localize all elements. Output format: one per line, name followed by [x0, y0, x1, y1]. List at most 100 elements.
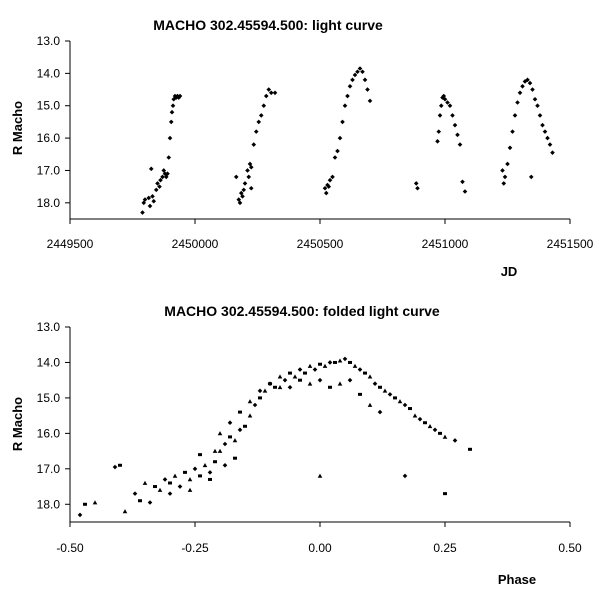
- x-tick-label: 0.00: [308, 541, 332, 555]
- data-point: [77, 512, 83, 518]
- data-point: [432, 427, 438, 433]
- data-point: [208, 477, 212, 481]
- x-tick-label: 2451000: [422, 237, 469, 251]
- y-tick-label: 18.0: [37, 196, 61, 210]
- data-point: [257, 388, 263, 394]
- data-point: [122, 509, 128, 514]
- data-point: [198, 474, 202, 478]
- data-point: [256, 119, 262, 125]
- data-point: [333, 360, 337, 364]
- data-point: [505, 161, 510, 167]
- data-point: [326, 184, 332, 189]
- data-point: [438, 103, 444, 109]
- data-point: [240, 194, 245, 199]
- data-point: [545, 135, 550, 141]
- data-point: [452, 122, 458, 128]
- y-axis-label: R Macho: [10, 397, 25, 451]
- data-point: [500, 168, 505, 173]
- y-tick-label: 14.0: [37, 355, 61, 369]
- y-tick-label: 13.0: [37, 320, 61, 334]
- data-point: [335, 148, 340, 154]
- data-point: [298, 378, 302, 382]
- data-point: [510, 129, 515, 134]
- data-point: [147, 203, 153, 209]
- y-tick-label: 16.0: [37, 426, 61, 440]
- data-point: [537, 113, 543, 118]
- data-point: [455, 132, 460, 138]
- data-point: [118, 463, 122, 467]
- data-point: [157, 487, 163, 492]
- x-axis-label: JD: [501, 264, 518, 279]
- data-point: [355, 69, 360, 75]
- data-point: [525, 77, 530, 83]
- data-point: [297, 367, 303, 372]
- data-point: [303, 371, 307, 375]
- data-point: [501, 181, 507, 186]
- data-point: [166, 155, 172, 160]
- data-point: [413, 181, 419, 186]
- chart-title: MACHO 302.45594.500: light curve: [153, 17, 383, 33]
- data-point: [352, 72, 358, 78]
- data-point: [342, 356, 348, 362]
- data-point: [292, 374, 298, 379]
- chart-title: MACHO 302.45594.500: folded light curve: [164, 303, 440, 319]
- data-point: [248, 164, 254, 170]
- data-point: [168, 481, 172, 485]
- data-point: [382, 388, 388, 393]
- data-point: [112, 464, 118, 470]
- data-point: [542, 129, 548, 134]
- data-point: [408, 407, 412, 411]
- data-point: [167, 135, 173, 141]
- x-tick-label: -0.50: [56, 541, 84, 555]
- data-point: [202, 462, 208, 468]
- data-point: [357, 66, 363, 71]
- data-point: [142, 480, 148, 485]
- data-point: [347, 84, 353, 89]
- data-point: [387, 392, 393, 397]
- data-point: [397, 399, 403, 404]
- data-point: [447, 103, 453, 109]
- data-point: [435, 139, 440, 144]
- data-point: [213, 460, 217, 464]
- data-point: [427, 423, 433, 429]
- data-point: [228, 435, 232, 439]
- data-point: [307, 381, 313, 386]
- data-point: [460, 179, 465, 185]
- data-point: [393, 396, 397, 400]
- data-point: [507, 145, 513, 151]
- data-point: [457, 142, 463, 147]
- chart-light-curve: MACHO 302.45594.500: light curve JD R Ma…: [10, 17, 594, 279]
- data-point: [358, 392, 362, 396]
- data-point: [442, 434, 448, 439]
- data-point: [342, 103, 348, 109]
- data-point: [532, 96, 538, 102]
- data-point: [468, 447, 472, 451]
- data-point: [328, 385, 332, 389]
- data-point: [160, 174, 165, 180]
- data-point: [367, 374, 373, 379]
- data-point: [192, 466, 198, 472]
- data-point: [288, 371, 292, 375]
- y-tick-label: 15.0: [37, 391, 61, 405]
- data-point: [330, 174, 335, 180]
- y-axis-label: R Macho: [10, 101, 25, 155]
- data-point: [183, 470, 187, 474]
- data-point: [168, 119, 174, 125]
- data-point: [372, 381, 378, 387]
- data-point: [327, 177, 333, 183]
- data-point: [378, 385, 382, 389]
- data-point: [547, 142, 553, 147]
- data-point: [187, 477, 193, 482]
- data-point: [307, 363, 313, 368]
- data-point: [317, 473, 323, 478]
- data-point: [169, 109, 175, 115]
- data-point: [247, 399, 253, 404]
- data-point: [258, 113, 264, 118]
- data-point: [232, 438, 238, 443]
- data-point: [148, 166, 154, 172]
- data-point: [528, 174, 534, 180]
- x-tick-label: 0.50: [558, 541, 582, 555]
- data-point: [243, 424, 247, 428]
- data-point: [237, 200, 243, 206]
- x-tick-label: 2449500: [47, 237, 94, 251]
